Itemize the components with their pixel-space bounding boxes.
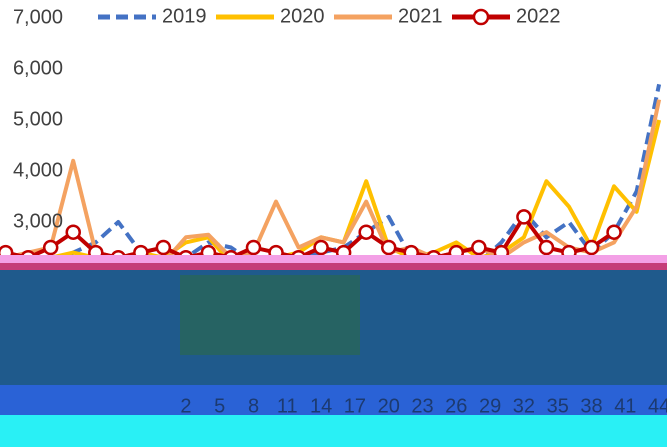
x-tick-label: 41 <box>614 395 636 417</box>
y-tick-label: 4,000 <box>13 159 63 181</box>
y-tick-label: 3,000 <box>13 210 63 232</box>
x-tick-label: 23 <box>411 395 433 417</box>
point-marker <box>245 239 262 256</box>
point-marker <box>538 239 555 256</box>
legend-label: 2020 <box>280 5 325 27</box>
point-marker <box>471 239 487 256</box>
x-tick-label: 5 <box>214 395 225 417</box>
point-marker <box>516 209 532 225</box>
point-marker <box>606 224 622 240</box>
x-tick-label: 26 <box>445 395 467 417</box>
y-tick: 3,000 <box>13 210 63 232</box>
series-line <box>5 83 662 275</box>
x-tick-label: 20 <box>378 395 400 417</box>
x-tick-label: 17 <box>344 395 366 417</box>
y-tick: 6,000 <box>13 57 63 79</box>
point-marker <box>313 239 329 256</box>
x-tick-label: 11 <box>277 395 298 417</box>
legend-marker <box>472 8 490 26</box>
point-marker <box>155 239 172 256</box>
x-tick-label: 29 <box>479 395 501 417</box>
glitch-band <box>0 415 667 447</box>
series-line <box>5 99 662 265</box>
legend-label: 2021 <box>398 5 443 27</box>
y-tick: 4,000 <box>13 159 63 181</box>
x-tick-label: 38 <box>580 395 602 417</box>
point-marker <box>42 239 59 256</box>
y-tick: 5,000 <box>13 108 63 130</box>
y-tick-label: 5,000 <box>13 108 63 130</box>
glitch-band <box>0 263 667 271</box>
y-tick: 7,000 <box>13 6 63 28</box>
point-marker <box>380 239 397 256</box>
x-tick-label: 8 <box>248 395 259 417</box>
x-tick-label: 35 <box>547 395 569 417</box>
x-tick-label: 32 <box>513 395 535 417</box>
x-tick-label: 14 <box>310 395 332 417</box>
point-marker <box>583 239 600 256</box>
glitch-band <box>0 385 667 415</box>
glitch-band <box>180 275 360 355</box>
x-tick-label: 44 <box>648 395 667 417</box>
y-tick-label: 7,000 <box>13 6 63 28</box>
y-tick-label: 6,000 <box>13 57 63 79</box>
series-line <box>5 119 662 270</box>
point-marker <box>65 224 81 240</box>
point-marker <box>358 224 374 240</box>
x-tick-label: 2 <box>180 395 191 417</box>
legend-label: 2022 <box>516 5 561 27</box>
legend-label: 2019 <box>162 5 207 27</box>
